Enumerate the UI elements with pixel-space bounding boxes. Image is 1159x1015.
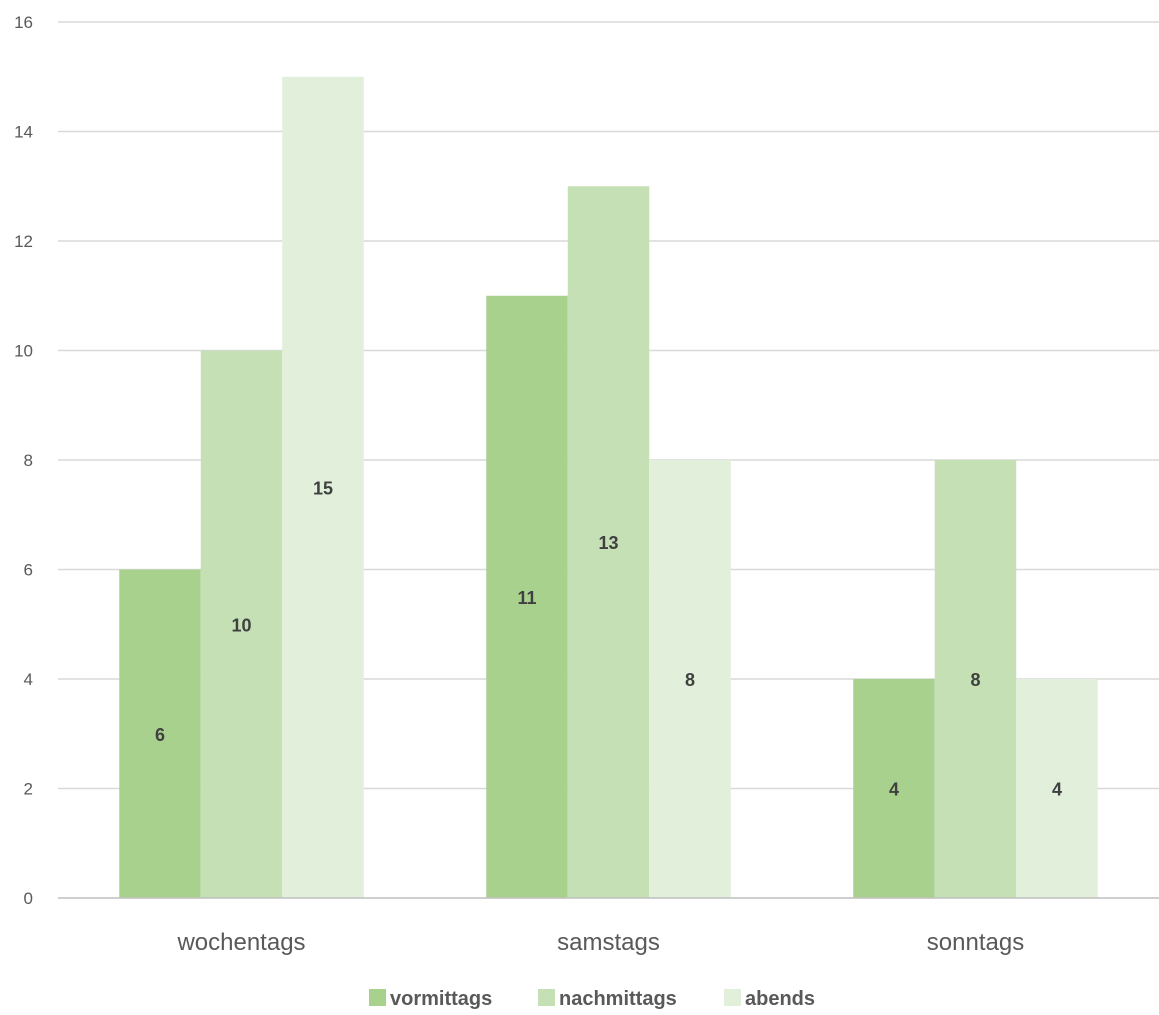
data-label: 4 bbox=[889, 780, 899, 800]
x-axis-category-labels: wochentags samstags sonntags bbox=[176, 929, 1024, 956]
legend-item-vormittags: vormittags bbox=[369, 988, 492, 1010]
legend-swatch bbox=[538, 989, 555, 1006]
legend-item-abends: abends bbox=[724, 988, 815, 1010]
data-label: 10 bbox=[231, 615, 251, 635]
bar-vormittags-sonntags bbox=[853, 679, 935, 898]
y-tick-label: 4 bbox=[24, 670, 33, 689]
data-labels: 6 10 15 11 13 8 4 8 4 bbox=[155, 478, 1062, 799]
y-tick-label: 16 bbox=[14, 13, 33, 32]
legend-label: nachmittags bbox=[559, 988, 677, 1010]
legend-swatch bbox=[369, 989, 386, 1006]
data-label: 6 bbox=[155, 725, 165, 745]
y-tick-label: 8 bbox=[24, 451, 33, 470]
y-axis-tick-labels: 0 2 4 6 8 10 12 14 16 bbox=[14, 13, 33, 908]
bar-nachmittags-samstags bbox=[567, 186, 650, 898]
legend-label: abends bbox=[745, 988, 815, 1010]
bar-nachmittags-sonntags bbox=[934, 460, 1017, 898]
y-tick-label: 14 bbox=[14, 123, 33, 142]
legend: vormittags nachmittags abends bbox=[369, 988, 815, 1010]
data-label: 8 bbox=[685, 670, 695, 690]
x-category-label: sonntags bbox=[927, 929, 1024, 956]
x-category-label: wochentags bbox=[176, 929, 305, 956]
bar-vormittags-samstags bbox=[486, 295, 568, 898]
data-label: 15 bbox=[313, 478, 333, 498]
data-label: 11 bbox=[517, 588, 536, 608]
bar-abends-sonntags bbox=[1016, 679, 1098, 898]
legend-label: vormittags bbox=[390, 988, 492, 1010]
data-label: 8 bbox=[970, 670, 980, 690]
bars bbox=[119, 76, 1098, 898]
bar-vormittags-wochentags bbox=[119, 569, 201, 898]
x-category-label: samstags bbox=[557, 929, 660, 956]
bar-nachmittags-wochentags bbox=[200, 350, 283, 898]
y-tick-label: 6 bbox=[24, 561, 33, 580]
data-label: 4 bbox=[1052, 780, 1062, 800]
legend-swatch bbox=[724, 989, 741, 1006]
bar-abends-wochentags bbox=[282, 76, 364, 898]
y-tick-label: 2 bbox=[24, 780, 33, 799]
y-tick-label: 0 bbox=[24, 889, 33, 908]
legend-item-nachmittags: nachmittags bbox=[538, 988, 677, 1010]
y-tick-label: 10 bbox=[14, 342, 33, 361]
bar-abends-samstags bbox=[649, 460, 731, 898]
y-tick-label: 12 bbox=[14, 232, 33, 251]
data-label: 13 bbox=[598, 533, 618, 553]
